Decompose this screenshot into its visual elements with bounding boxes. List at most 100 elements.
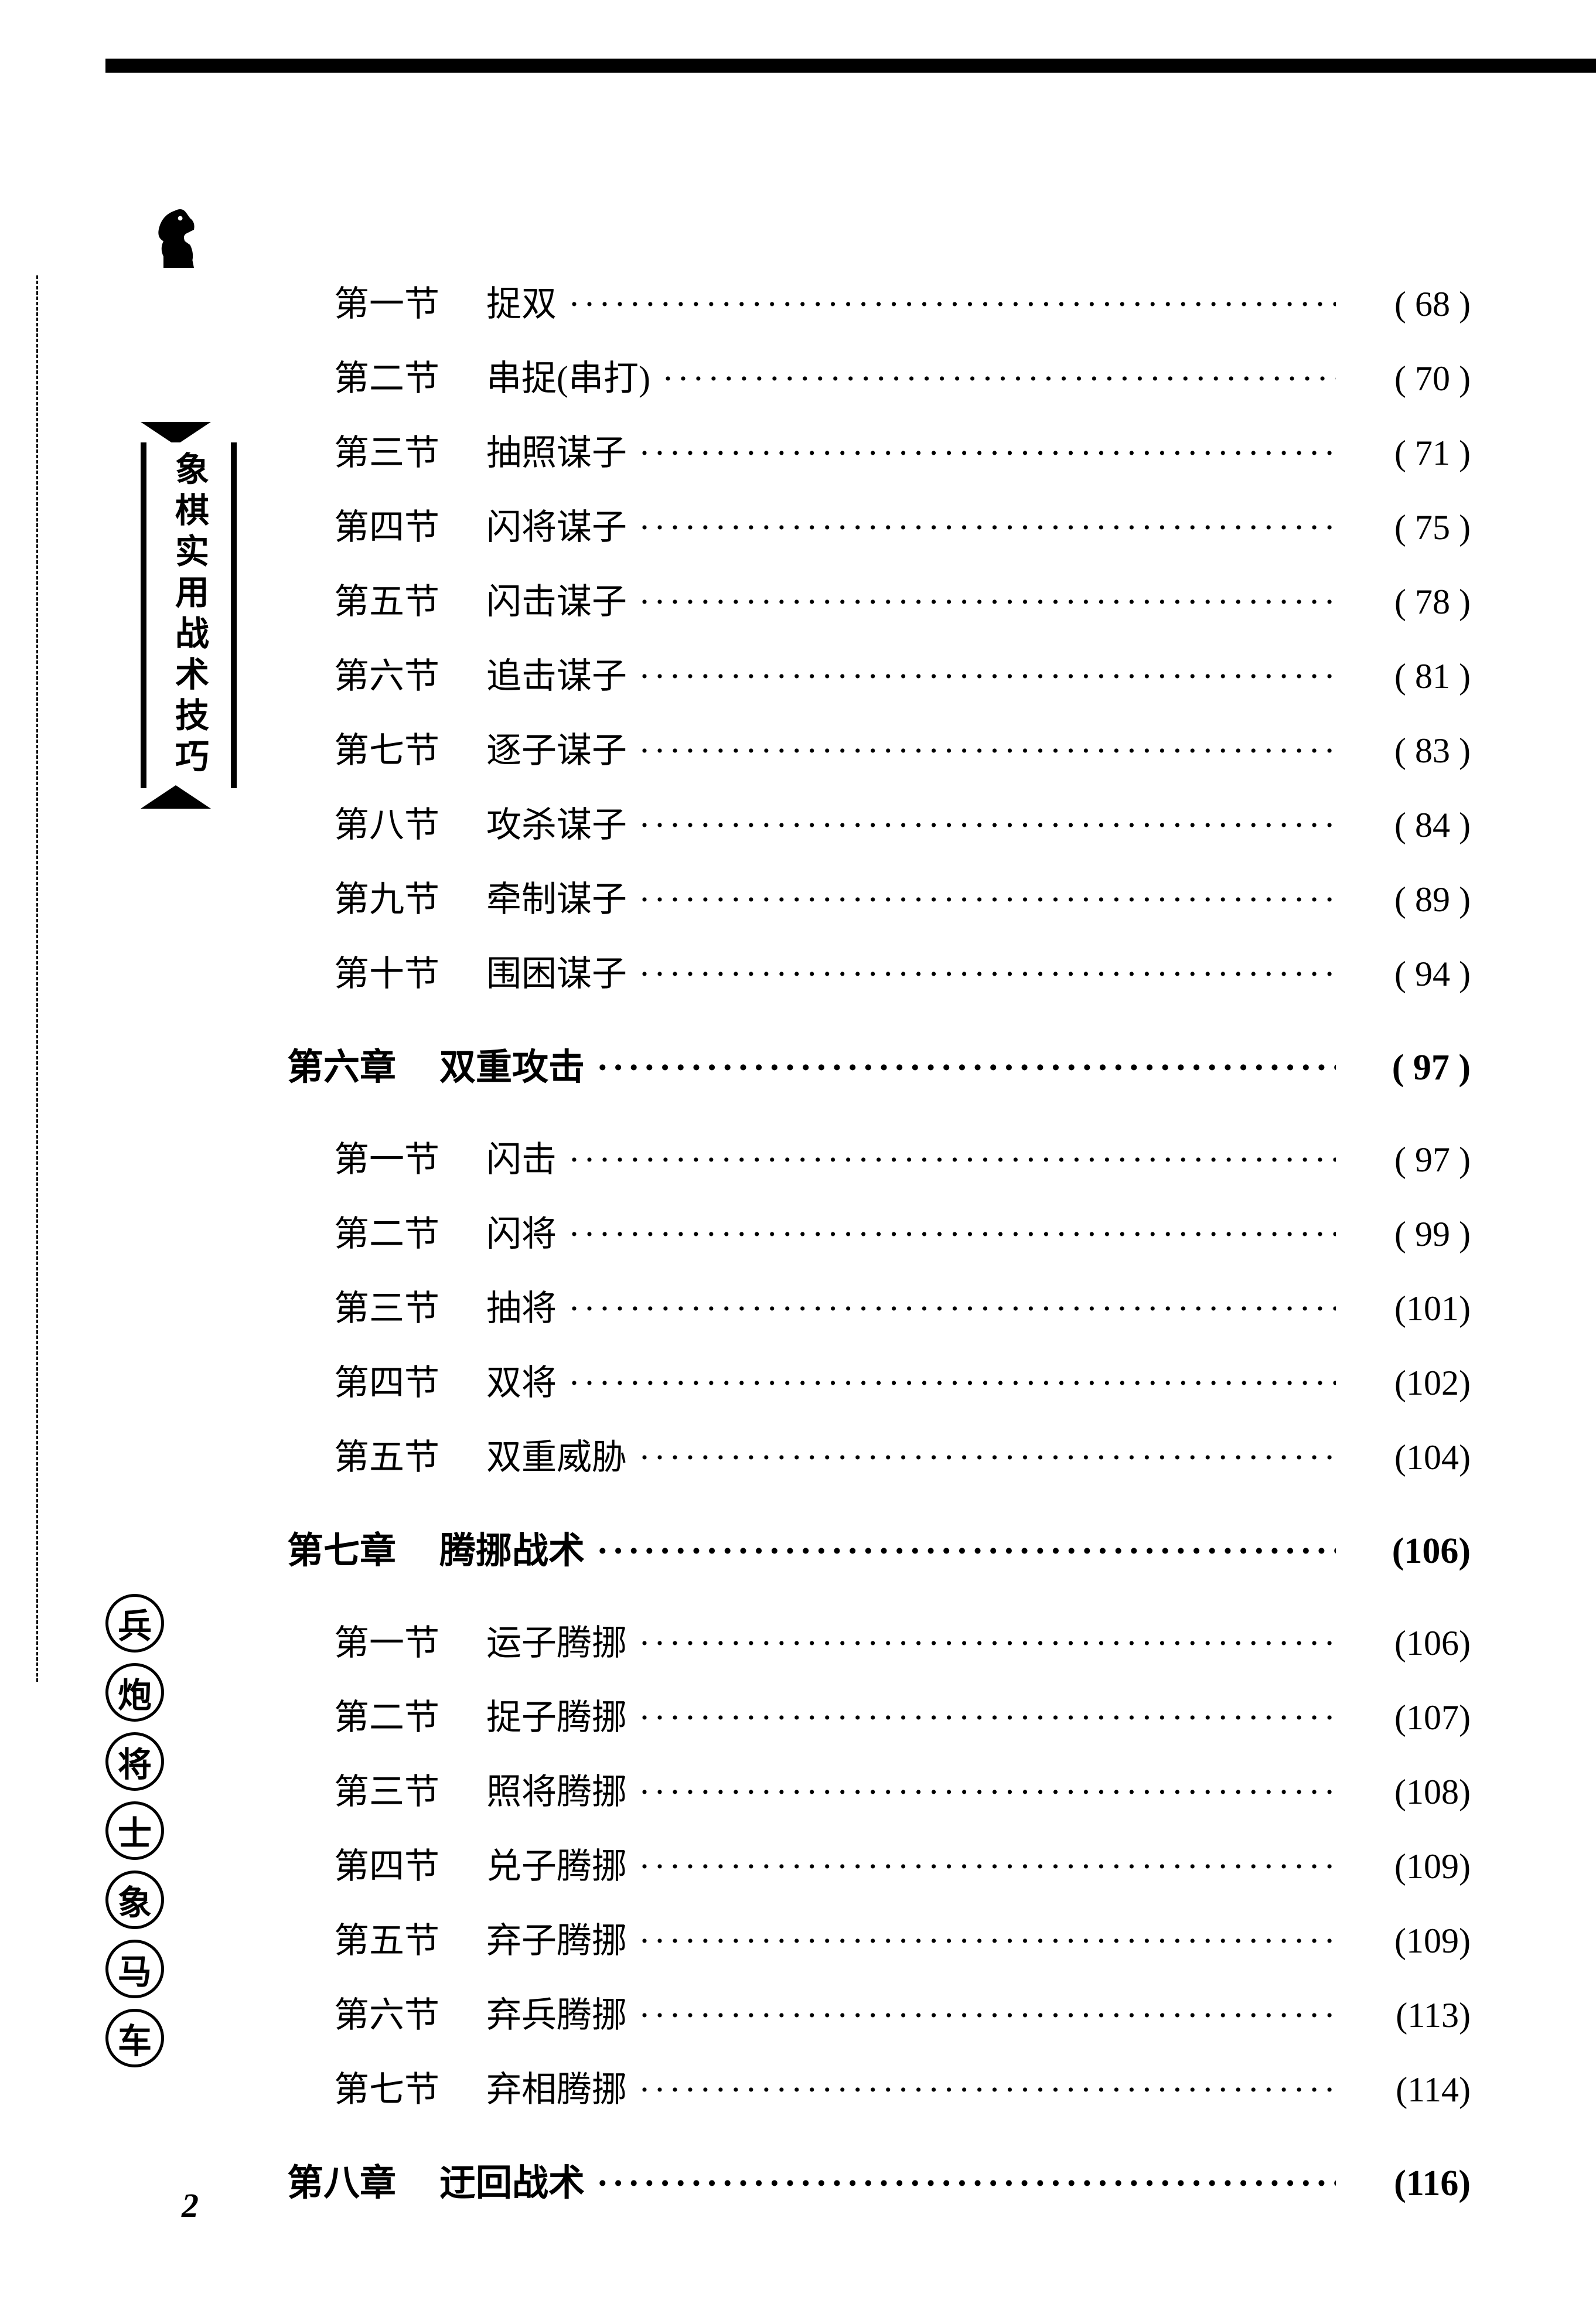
toc-leader: ········································… [639, 805, 1336, 846]
page-number: 2 [182, 2186, 199, 2225]
toc-num: 第五节 [334, 573, 486, 624]
toc-num: 第七节 [334, 722, 486, 773]
toc-chapter: 第六章双重攻击·································… [287, 1037, 1471, 1090]
toc-page: ( 70 ) [1336, 359, 1471, 399]
toc-leader: ········································… [568, 1140, 1336, 1180]
toc-num: 第四节 [334, 499, 486, 550]
toc-num: 第五节 [334, 1429, 486, 1480]
toc-leader: ········································… [639, 1623, 1336, 1664]
toc-title: 逐子谋子 [486, 722, 627, 773]
toc-page: ( 83 ) [1336, 731, 1471, 771]
toc-chapter: 第七章腾挪战术·································… [287, 1521, 1471, 1573]
toc-num: 第二节 [334, 1205, 486, 1256]
toc-leader: ········································… [639, 582, 1336, 622]
toc-content: 第一节捉双···································… [287, 275, 1471, 2247]
toc-title: 闪击 [486, 1131, 557, 1182]
toc-leader: ········································… [596, 1531, 1336, 1572]
toc-leader: ········································… [596, 1047, 1336, 1089]
toc-chapter: 第八章迂回战术 ·································… [287, 2153, 1471, 2206]
toc-leader: ········································… [639, 954, 1336, 994]
toc-num: 第九节 [334, 871, 486, 922]
chess-piece-icon: 炮 [105, 1663, 164, 1722]
toc-title: 抽将 [486, 1280, 557, 1331]
toc-section: 第五节双重威胁·································… [287, 1429, 1471, 1480]
toc-page: (102) [1336, 1363, 1471, 1403]
toc-section: 第一节捉双···································… [287, 275, 1471, 326]
toc-leader: ········································… [639, 433, 1336, 473]
toc-page: (114) [1336, 2070, 1471, 2110]
toc-page: (101) [1336, 1289, 1471, 1329]
toc-num: 第一节 [334, 1614, 486, 1665]
top-border [105, 59, 1596, 73]
toc-num: 第十节 [334, 945, 486, 996]
toc-num: 第六节 [334, 1987, 486, 2038]
toc-leader: ········································… [639, 1995, 1336, 2036]
toc-title: 抽照谋子 [486, 424, 627, 475]
toc-page: ( 89 ) [1336, 880, 1471, 920]
toc-section: 第九节牵制谋子·································… [287, 871, 1471, 922]
toc-title: 闪将 [486, 1205, 557, 1256]
toc-leader: ········································… [639, 1921, 1336, 1961]
toc-section: 第八节攻杀谋子·································… [287, 796, 1471, 847]
chess-piece-icon: 兵 [105, 1594, 164, 1653]
toc-section: 第一节运子腾挪·································… [287, 1614, 1471, 1665]
toc-page: ( 68 ) [1336, 284, 1471, 325]
toc-title: 追击谋子 [486, 648, 627, 699]
toc-num: 第一节 [334, 1131, 486, 1182]
toc-num: 第三节 [334, 424, 486, 475]
toc-title: 闪将谋子 [486, 499, 627, 550]
toc-num: 第二节 [334, 350, 486, 401]
toc-title: 迂回战术 [439, 2153, 585, 2206]
toc-title: 双重威胁 [486, 1429, 627, 1480]
toc-num: 第四节 [334, 1354, 486, 1405]
toc-title: 捉子腾挪 [486, 1689, 627, 1740]
toc-section: 第七节弃相腾挪·································… [287, 2061, 1471, 2112]
toc-page: ( 75 ) [1336, 507, 1471, 548]
toc-page: (107) [1336, 1698, 1471, 1738]
toc-leader: ········································… [639, 507, 1336, 548]
toc-leader: ········································… [639, 880, 1336, 920]
toc-leader: ········································… [596, 2163, 1336, 2205]
toc-leader: ········································… [639, 1698, 1336, 1738]
toc-title: 弃子腾挪 [486, 1912, 627, 1963]
toc-page: ( 97 ) [1336, 1140, 1471, 1180]
toc-section: 第五节弃子腾挪·································… [287, 1912, 1471, 1963]
toc-num: 第六章 [287, 1037, 439, 1090]
toc-page: ( 84 ) [1336, 805, 1471, 846]
toc-page: (108) [1336, 1772, 1471, 1812]
title-arrow-top [141, 422, 211, 445]
toc-section: 第二节捉子腾挪 ·································… [287, 1689, 1471, 1740]
toc-page: ( 78 ) [1336, 582, 1471, 622]
toc-section: 第二节闪将 ···································… [287, 1205, 1471, 1256]
toc-num: 第三节 [334, 1280, 486, 1331]
book-title: 象棋实用战术技巧 [141, 442, 237, 788]
toc-page: ( 81 ) [1336, 656, 1471, 697]
toc-num: 第二节 [334, 1689, 486, 1740]
toc-num: 第一节 [334, 275, 486, 326]
toc-num: 第七节 [334, 2061, 486, 2112]
toc-title: 闪击谋子 [486, 573, 627, 624]
toc-section: 第三节照将腾挪·································… [287, 1763, 1471, 1814]
toc-page: (109) [1336, 1846, 1471, 1887]
toc-page: ( 99 ) [1336, 1214, 1471, 1255]
toc-title: 双将 [486, 1354, 557, 1405]
toc-title: 捉双 [486, 275, 557, 326]
toc-leader: ········································… [639, 656, 1336, 697]
toc-section: 第一节闪击 ···································… [287, 1131, 1471, 1182]
toc-num: 第三节 [334, 1763, 486, 1814]
toc-title: 兑子腾挪 [486, 1838, 627, 1889]
toc-page: (109) [1336, 1921, 1471, 1961]
toc-page: ( 97 ) [1336, 1047, 1471, 1089]
toc-num: 第八章 [287, 2153, 439, 2206]
toc-section: 第三节抽将···································… [287, 1280, 1471, 1331]
toc-section: 第四节双将···································… [287, 1354, 1471, 1405]
toc-section: 第四节闪将谋子 ·································… [287, 499, 1471, 550]
toc-section: 第七节逐子谋子·································… [287, 722, 1471, 773]
toc-num: 第七章 [287, 1521, 439, 1573]
toc-num: 第四节 [334, 1838, 486, 1889]
toc-page: ( 94 ) [1336, 954, 1471, 994]
toc-title: 照将腾挪 [486, 1763, 627, 1814]
toc-leader: ········································… [568, 1214, 1336, 1255]
chess-piece-icon: 象 [105, 1871, 164, 1929]
chess-piece-icon: 马 [105, 1940, 164, 1998]
